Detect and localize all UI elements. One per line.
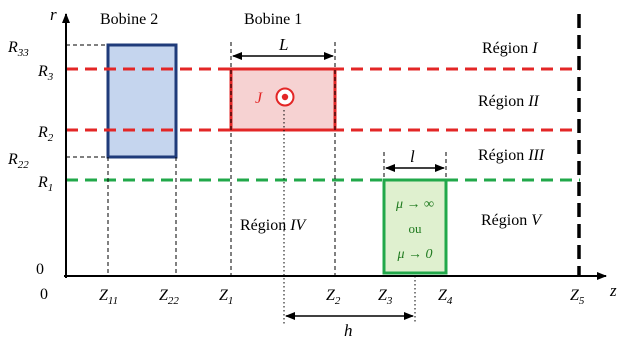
L-label: L: [278, 35, 288, 54]
r22-tick-label: R22: [7, 151, 29, 171]
z1-tick-label: Z1: [219, 287, 233, 307]
z22-tick-label: Z22: [159, 287, 179, 307]
h-label: h: [344, 321, 353, 340]
z3-tick-label: Z3: [378, 287, 393, 307]
r-axis-label: r: [50, 5, 57, 24]
z2-tick-label: Z2: [326, 287, 341, 307]
r3-tick-label: R3: [37, 63, 54, 83]
coil-2-rect: [106, 43, 178, 159]
coil-2-title: Bobine 2: [100, 11, 158, 28]
origin-z-label: 0: [40, 286, 48, 303]
z5-tick-label: Z5: [570, 287, 585, 307]
current-dot-icon: [281, 93, 289, 101]
z11-tick-label: Z11: [99, 287, 118, 307]
region-II-label: Région II: [478, 93, 540, 110]
region-I-label: Région I: [482, 40, 538, 57]
r33-tick-label: R33: [7, 39, 29, 59]
origin-r-label: 0: [36, 261, 44, 278]
region-III-label: Région III: [478, 147, 545, 164]
core-mu-infinity: μ → ∞: [395, 197, 434, 212]
coil-1-title: Bobine 1: [244, 11, 302, 28]
current-density-label: J: [255, 90, 263, 107]
core-mu-zero: μ → 0: [396, 247, 432, 262]
core-or-label: ou: [409, 221, 423, 236]
z4-tick-label: Z4: [438, 287, 453, 307]
region-V-label: Région V: [481, 212, 543, 229]
z-axis-label: z: [609, 281, 617, 300]
l-label: l: [410, 147, 415, 166]
region-IV-label: Région IV: [240, 217, 308, 234]
core-rect: [382, 178, 448, 275]
r2-tick-label: R2: [37, 124, 54, 144]
r1-tick-label: R1: [37, 174, 53, 194]
